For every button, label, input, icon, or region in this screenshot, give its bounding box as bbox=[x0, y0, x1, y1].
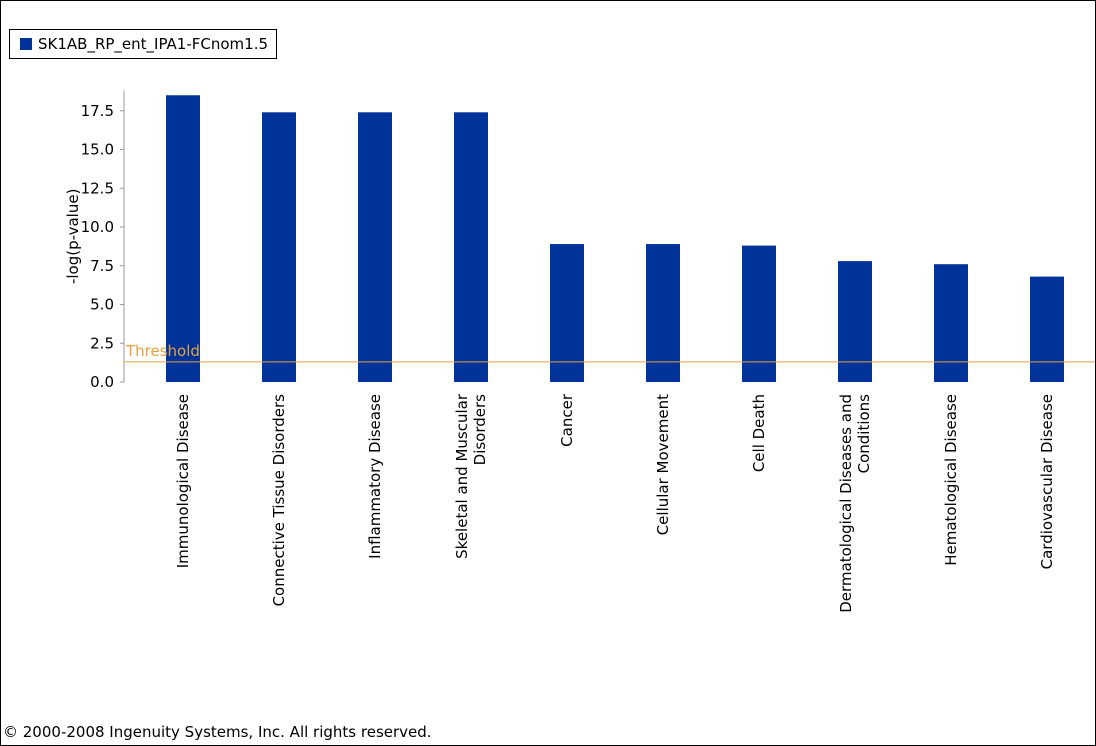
y-tick-label: 15.0 bbox=[81, 141, 114, 159]
legend-swatch bbox=[20, 38, 32, 50]
bar bbox=[742, 245, 776, 382]
x-tick-label: Dermatological Diseases andConditions bbox=[837, 394, 873, 613]
threshold-label: Threshold bbox=[125, 342, 200, 360]
y-tick-label: 7.5 bbox=[90, 257, 114, 275]
x-tick-label: Cancer bbox=[558, 393, 576, 447]
bar bbox=[1030, 276, 1064, 382]
x-tick-label: Cardiovascular Disease bbox=[1038, 394, 1056, 569]
x-tick-label: Skeletal and MuscularDisorders bbox=[453, 393, 489, 559]
y-tick-label: 12.5 bbox=[81, 179, 114, 197]
x-tick-label-line: Hematological Disease bbox=[942, 394, 960, 566]
x-tick-label-line: Cell Death bbox=[750, 394, 768, 472]
bar bbox=[262, 112, 296, 383]
y-tick-label: 5.0 bbox=[90, 296, 114, 314]
x-tick-label-line: Connective Tissue Disorders bbox=[270, 394, 288, 607]
bar bbox=[454, 112, 488, 383]
y-axis-title: -log(p-value) bbox=[64, 189, 82, 284]
bar bbox=[838, 261, 872, 382]
threshold-line: Threshold bbox=[124, 342, 1095, 363]
y-tick-label: 0.0 bbox=[90, 373, 114, 391]
x-tick-label: Cell Death bbox=[750, 394, 768, 472]
y-axis: 0.0 2.5 5.0 7.5 10.0 12.5 15.0 17.5 -log(p-value… bbox=[64, 90, 125, 391]
x-tick-label-line: Skeletal and Muscular bbox=[453, 393, 471, 559]
legend: SK1AB_RP_ent_IPA1-FCnom1.5 bbox=[9, 29, 278, 59]
bar bbox=[934, 264, 968, 382]
x-tick-label-line: Cancer bbox=[558, 393, 576, 447]
x-tick-label-line: Inflammatory Disease bbox=[366, 394, 384, 559]
y-tick-label: 17.5 bbox=[81, 102, 114, 120]
x-tick-label: Cellular Movement bbox=[654, 394, 672, 535]
bar bbox=[550, 244, 584, 382]
x-tick-label-line: Disorders bbox=[471, 394, 489, 466]
y-tick-label: 10.0 bbox=[81, 218, 114, 236]
x-tick-label-line: Cellular Movement bbox=[654, 394, 672, 535]
x-tick-label: Inflammatory Disease bbox=[366, 394, 384, 559]
bar bbox=[166, 95, 200, 382]
x-tick-label-line: Dermatological Diseases and bbox=[837, 394, 855, 613]
y-tick-label: 2.5 bbox=[90, 334, 114, 352]
x-tick-label-line: Immunological Disease bbox=[174, 394, 192, 568]
x-tick-labels: Immunological Disease Connective Tissue D… bbox=[174, 393, 1056, 613]
bar bbox=[646, 244, 680, 382]
bar bbox=[358, 112, 392, 383]
x-tick-label: Immunological Disease bbox=[174, 394, 192, 568]
legend-label: SK1AB_RP_ent_IPA1-FCnom1.5 bbox=[38, 35, 269, 53]
copyright-notice: © 2000-2008 Ingenuity Systems, Inc. All … bbox=[3, 723, 432, 741]
bars bbox=[166, 95, 1064, 383]
x-tick-label-line: Cardiovascular Disease bbox=[1038, 394, 1056, 569]
x-tick-label: Connective Tissue Disorders bbox=[270, 394, 288, 607]
x-tick-label: Hematological Disease bbox=[942, 394, 960, 566]
x-tick-label-line: Conditions bbox=[855, 394, 873, 474]
